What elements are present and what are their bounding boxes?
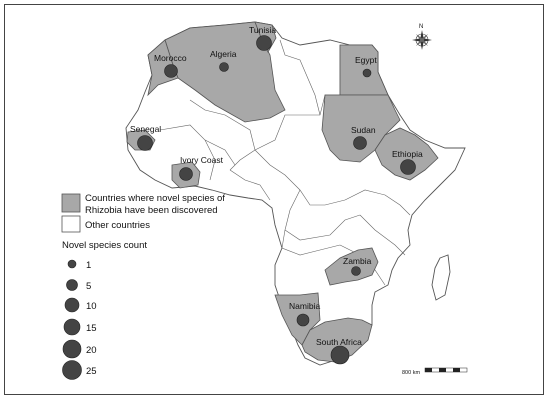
legend-size-15-symbol bbox=[63, 318, 81, 336]
south-africa-symbol bbox=[330, 345, 350, 365]
legend-size-5-label: 5 bbox=[86, 281, 91, 292]
legend-size-25-symbol bbox=[62, 360, 82, 380]
legend: Countries where novel species of Rhizobi… bbox=[61, 193, 225, 380]
zambia-shape bbox=[324, 247, 379, 286]
label-algeria: Algeria bbox=[210, 49, 237, 59]
tunisia-symbol bbox=[256, 35, 272, 51]
other-borders bbox=[159, 39, 411, 286]
label-tunisia: Tunisia bbox=[249, 25, 276, 35]
legend-size-5-symbol bbox=[66, 279, 78, 291]
label-morocco: Morocco bbox=[154, 53, 187, 63]
legend-other-swatch bbox=[61, 215, 81, 233]
zambia-symbol bbox=[351, 266, 361, 276]
sudan-symbol bbox=[353, 136, 367, 150]
legend-size-15-label: 15 bbox=[86, 323, 97, 334]
label-ivory-coast: Ivory Coast bbox=[180, 155, 224, 165]
label-namibia: Namibia bbox=[289, 301, 320, 311]
legend-size-20-label: 20 bbox=[86, 345, 97, 356]
label-zambia: Zambia bbox=[343, 256, 372, 266]
north-label: N bbox=[419, 24, 423, 30]
label-sudan: Sudan bbox=[351, 125, 376, 135]
egypt-symbol bbox=[362, 68, 372, 78]
morocco-shape bbox=[147, 39, 179, 97]
madagascar-shape bbox=[431, 254, 451, 301]
legend-size-20-symbol bbox=[62, 339, 82, 359]
legend-discovered-label-1: Countries where novel species of bbox=[85, 193, 225, 204]
ethiopia-symbol bbox=[400, 159, 416, 175]
ivory-coast-symbol bbox=[179, 167, 193, 181]
algeria-shape bbox=[164, 21, 286, 123]
legend-size-10-symbol bbox=[64, 297, 80, 313]
country-symbols bbox=[137, 35, 416, 365]
legend-discovered-label-2: Rhizobia have been discovered bbox=[85, 205, 218, 216]
south-africa-shape bbox=[301, 317, 373, 363]
legend-size-1-label: 1 bbox=[86, 260, 91, 271]
legend-size-25-label: 25 bbox=[86, 366, 97, 377]
legend-count-title: Novel species count bbox=[62, 240, 147, 251]
legend-other-label: Other countries bbox=[85, 220, 150, 231]
label-south-africa: South Africa bbox=[316, 337, 362, 347]
country-labels: Tunisia Morocco Algeria Egypt Senegal Iv… bbox=[130, 25, 423, 347]
label-senegal: Senegal bbox=[130, 124, 161, 134]
scale-bar: 800 km bbox=[402, 367, 468, 376]
senegal-symbol bbox=[137, 135, 153, 151]
legend-size-10-label: 10 bbox=[86, 301, 97, 312]
morocco-symbol bbox=[164, 64, 178, 78]
namibia-symbol bbox=[296, 313, 310, 327]
legend-discovered-swatch bbox=[61, 193, 81, 213]
algeria-symbol bbox=[219, 62, 229, 72]
scale-label: 800 km bbox=[402, 370, 420, 376]
ethiopia-shape bbox=[374, 127, 439, 181]
label-egypt: Egypt bbox=[355, 55, 377, 65]
north-arrow-icon bbox=[412, 30, 432, 50]
label-ethiopia: Ethiopia bbox=[392, 149, 423, 159]
legend-size-1-symbol bbox=[67, 259, 77, 269]
